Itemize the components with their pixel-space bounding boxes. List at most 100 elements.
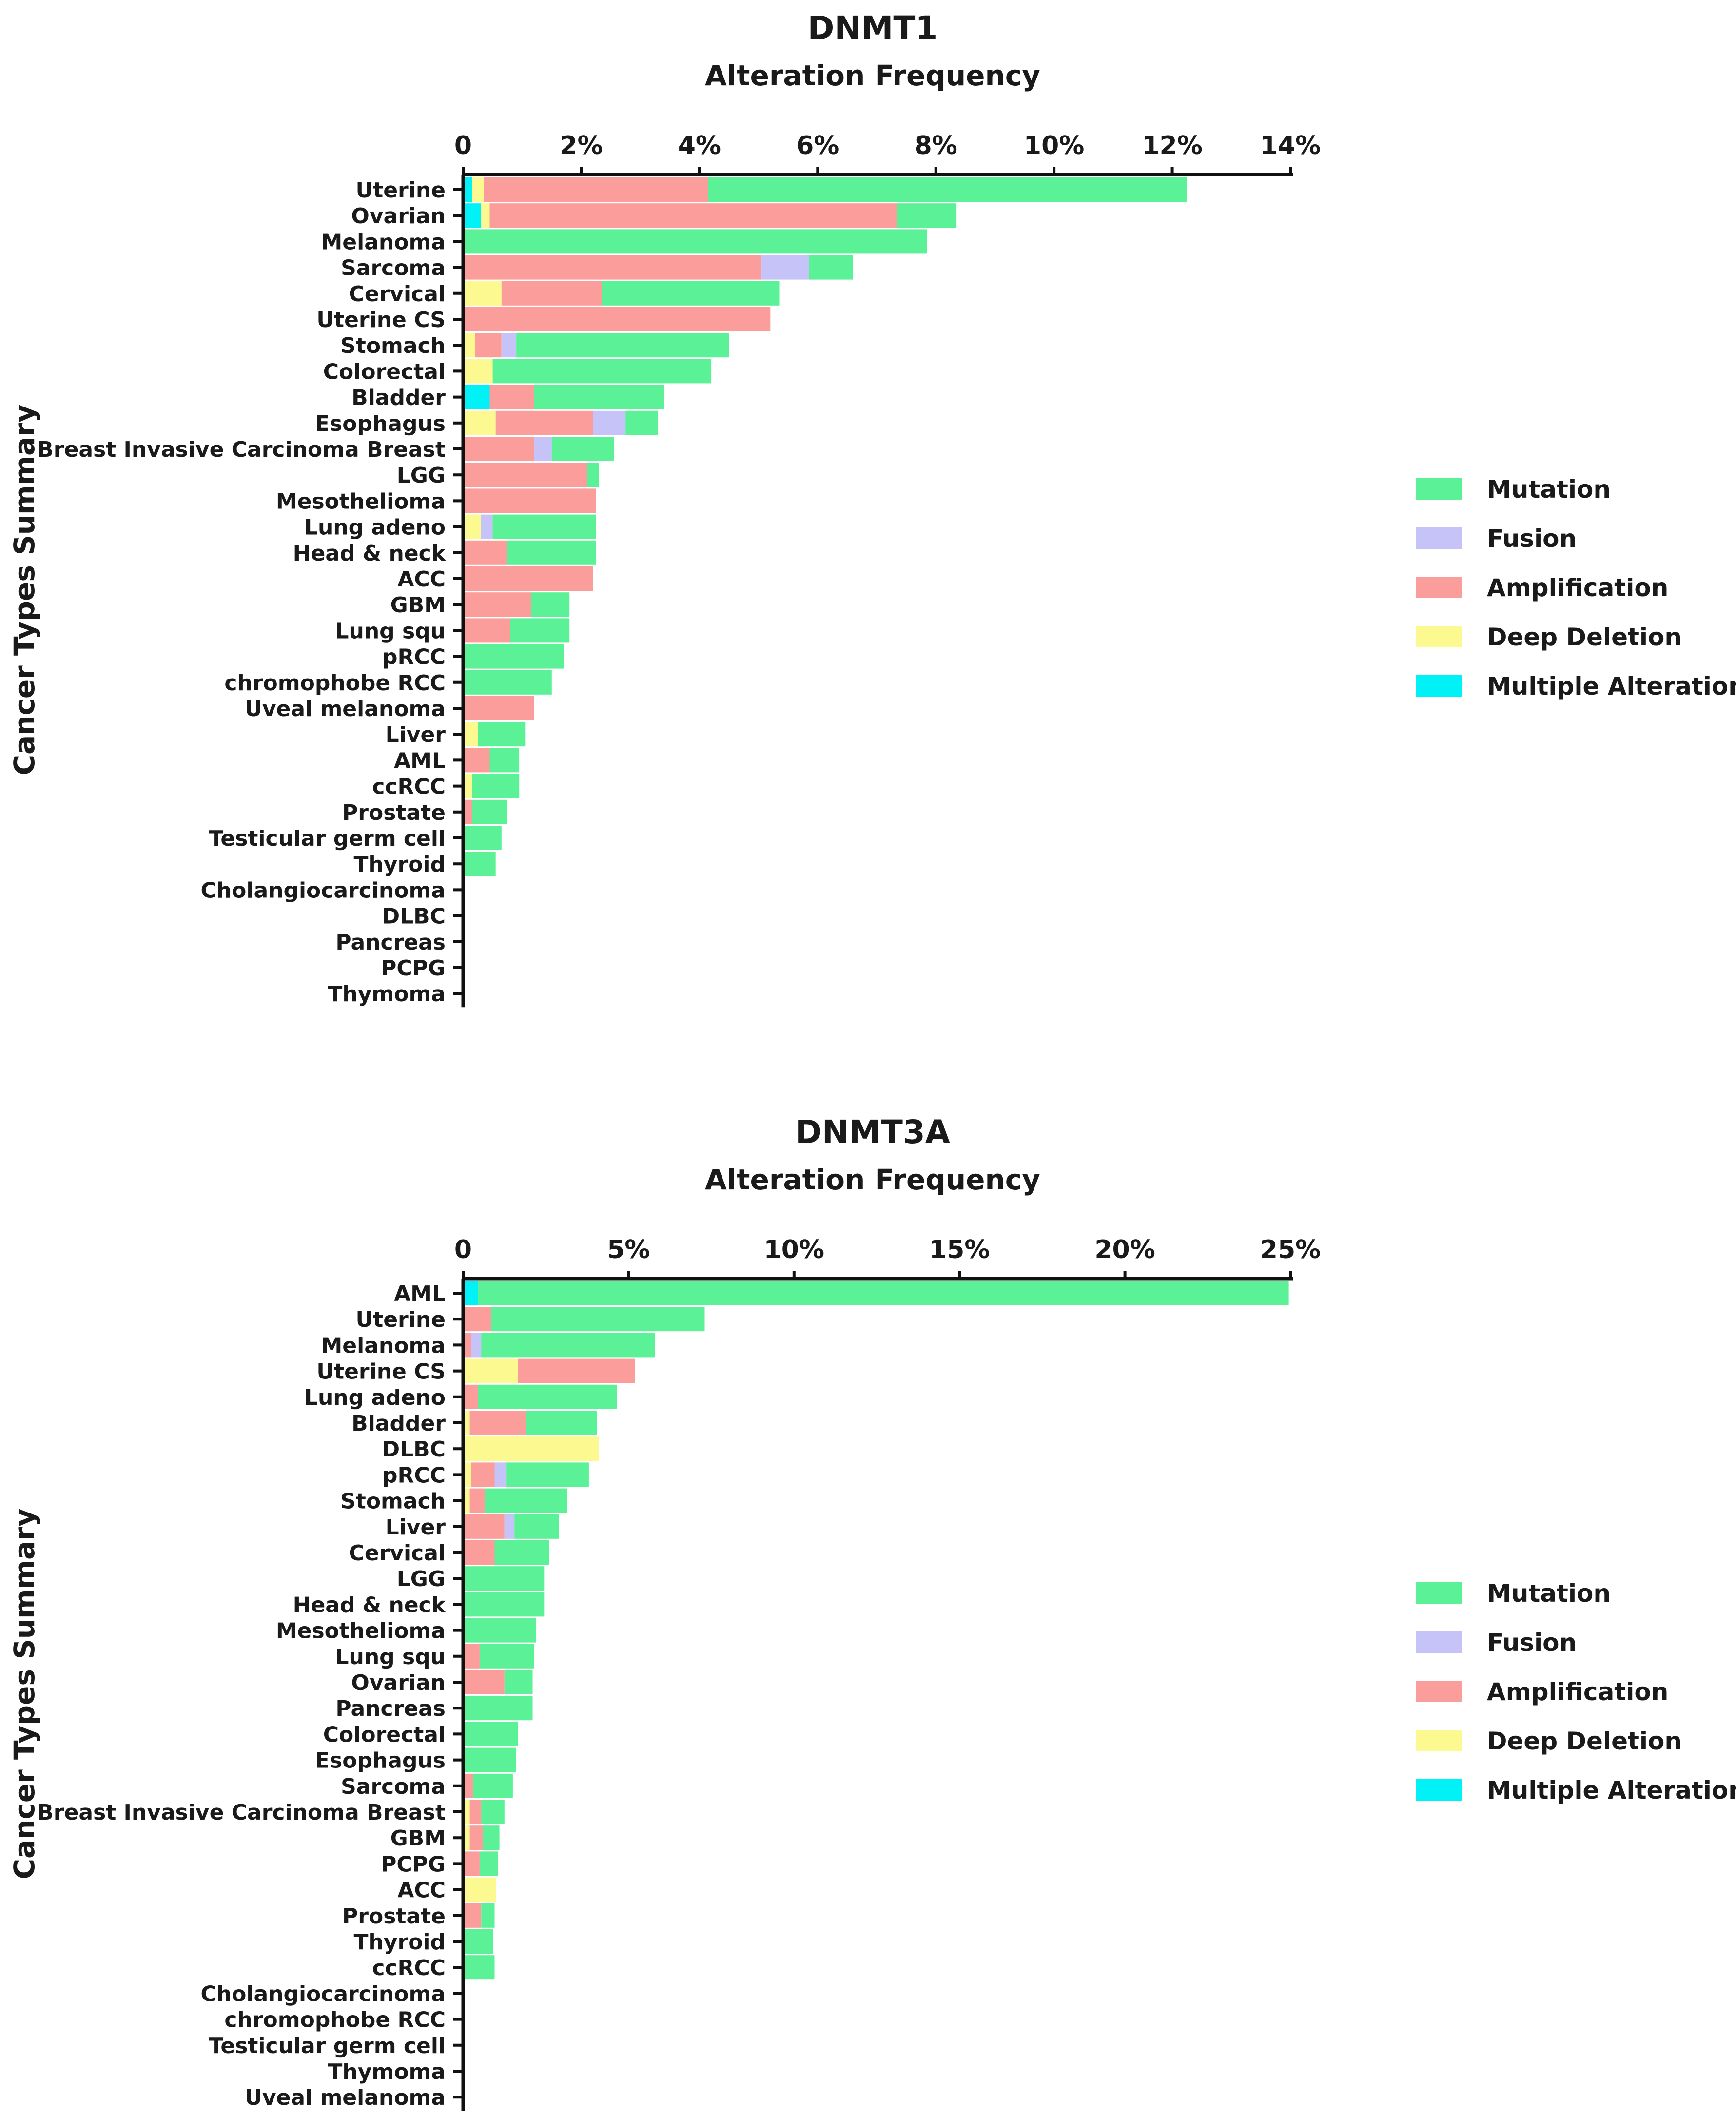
x-tick-label: 6%: [796, 131, 839, 160]
bar-deep-deletion: [463, 774, 472, 798]
category-label: Colorectal: [323, 359, 446, 384]
bar-deep-deletion: [463, 722, 478, 747]
bar-deep-deletion: [463, 359, 493, 384]
category-label: Cervical: [349, 282, 446, 307]
bar-mutation: [463, 1618, 536, 1643]
category-label: Cholangiocarcinoma: [201, 1981, 446, 2006]
category-label: Thyroid: [353, 1930, 446, 1955]
bar-amplification: [463, 255, 762, 280]
bar-deep-deletion: [463, 1358, 518, 1383]
bar-amplification: [463, 1540, 495, 1565]
category-label: Melanoma: [321, 1333, 446, 1358]
category-label: LGG: [397, 1567, 446, 1591]
bar-amplification: [463, 1670, 505, 1694]
category-label: Pancreas: [335, 1696, 446, 1721]
legend-label: Deep Deletion: [1487, 1727, 1682, 1755]
bar-mutation: [478, 1384, 617, 1409]
legend-label: Amplification: [1487, 574, 1668, 602]
bar-fusion: [481, 514, 493, 539]
category-label: Esophagus: [315, 411, 446, 436]
category-label: Bladder: [351, 1411, 446, 1436]
chart-title: DNMT3A: [795, 1113, 950, 1151]
bar-fusion: [494, 1462, 507, 1487]
bar-amplification: [518, 1358, 635, 1383]
bar-mutation: [463, 852, 496, 876]
category-label: LGG: [397, 463, 446, 488]
chart-title: DNMT1: [808, 9, 938, 47]
bar-amplification: [469, 1411, 526, 1435]
category-label: Uterine CS: [316, 1359, 446, 1384]
x-tick-label: 10%: [1024, 131, 1084, 160]
legend-swatch-fusion: [1416, 527, 1462, 549]
category-label: Colorectal: [323, 1722, 446, 1747]
category-label: DLBC: [382, 1437, 446, 1462]
legend-swatch-fusion: [1416, 1631, 1462, 1653]
plot-area: 0 5% 10% 15% 20% 25% AMLUterineMelanomaUterine…: [37, 1235, 1321, 2111]
bar-amplification: [463, 799, 472, 824]
category-label: Head & neck: [293, 541, 447, 566]
bar-mutation: [463, 826, 502, 850]
bar-amplification: [463, 618, 510, 643]
bar-mutation: [463, 670, 552, 695]
bar-amplification: [489, 203, 897, 228]
bar-mutation: [708, 177, 1187, 202]
bar-deep-deletion: [481, 203, 490, 228]
bar-multiple: [463, 177, 472, 202]
bar-amplification: [463, 437, 534, 461]
category-label: Esophagus: [315, 1748, 446, 1773]
legend: Mutation Fusion Amplification Deep Deletion…: [1416, 475, 1736, 700]
category-label: Thymoma: [328, 982, 446, 1007]
category-label: Cervical: [349, 1541, 446, 1566]
legend-label: Fusion: [1487, 524, 1577, 553]
bar-amplification: [463, 592, 531, 617]
bar-mutation: [479, 1851, 498, 1876]
legend-swatch-deep-deletion: [1416, 626, 1462, 647]
category-label: Testicular germ cell: [209, 826, 446, 851]
bar-mutation: [491, 1307, 705, 1332]
bar-mutation: [489, 748, 520, 773]
bar-fusion: [534, 437, 552, 461]
bar-mutation: [478, 1281, 1289, 1305]
category-label: Prostate: [342, 1904, 446, 1929]
bars: [463, 1281, 1289, 1980]
category-label: Sarcoma: [341, 1774, 446, 1799]
category-label: DLBC: [382, 904, 446, 929]
category-label: Stomach: [340, 1489, 446, 1514]
bar-fusion: [504, 1514, 515, 1539]
x-tick-label: 12%: [1142, 131, 1202, 160]
bar-mutation: [551, 437, 614, 461]
x-tick-label: 15%: [929, 1235, 990, 1264]
bar-mutation: [463, 1722, 518, 1746]
category-label: Uterine: [355, 1307, 446, 1332]
bar-mutation: [463, 1592, 545, 1617]
bar-amplification: [463, 1773, 473, 1798]
legend-swatch-mutation: [1416, 1582, 1462, 1604]
category-label: ACC: [397, 567, 446, 592]
bar-amplification: [463, 463, 587, 487]
category-label: Liver: [386, 1515, 446, 1540]
bar-mutation: [494, 1540, 549, 1565]
category-label: Breast Invasive Carcinoma Breast: [37, 1800, 446, 1825]
category-label: AML: [394, 1281, 446, 1306]
bar-mutation: [483, 1825, 500, 1850]
bar-amplification: [463, 696, 534, 720]
category-label: Stomach: [340, 333, 446, 358]
category-label: ACC: [397, 1878, 446, 1903]
bar-amplification: [463, 1333, 471, 1358]
category-label: Sarcoma: [341, 256, 446, 281]
bar-mutation: [463, 1566, 545, 1591]
bar-mutation: [472, 774, 520, 798]
bar-deep-deletion: [472, 177, 484, 202]
bar-multiple: [463, 1281, 478, 1305]
bar-deep-deletion: [463, 514, 481, 539]
category-label: PCPG: [381, 1852, 446, 1877]
legend-label: Fusion: [1487, 1629, 1577, 1657]
bar-mutation: [481, 1903, 495, 1928]
x-tick-label: 2%: [560, 131, 603, 160]
bar-amplification: [495, 410, 593, 435]
bar-amplification: [463, 1384, 478, 1409]
bar-mutation: [809, 255, 853, 280]
bar-deep-deletion: [463, 281, 502, 306]
